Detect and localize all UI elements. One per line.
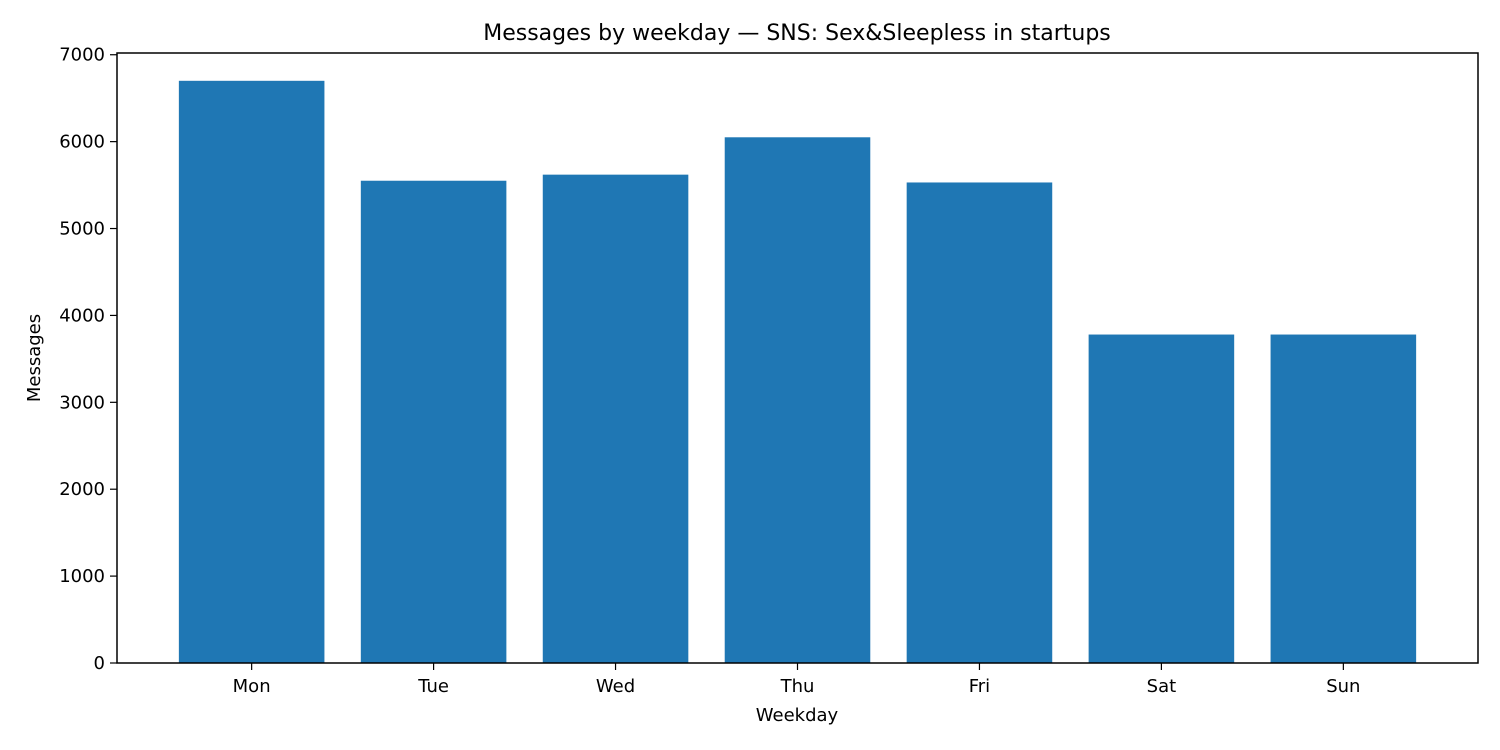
bar-mon — [178, 80, 325, 663]
bar-sat — [1088, 334, 1235, 663]
y-tick-label: 6000 — [59, 132, 105, 153]
bar-sun — [1270, 334, 1417, 663]
x-tick-label-wed: Wed — [596, 676, 635, 697]
y-tick-label: 1000 — [59, 566, 105, 587]
y-tick-label: 5000 — [59, 219, 105, 240]
x-tick-label-sat: Sat — [1147, 676, 1177, 697]
y-tick-label: 4000 — [59, 305, 105, 326]
y-tick-label: 0 — [94, 653, 105, 674]
x-tick-label-fri: Fri — [969, 676, 990, 697]
y-axis-label: Messages — [24, 314, 45, 402]
x-tick-label-mon: Mon — [233, 676, 271, 697]
chart-title: Messages by weekday — SNS: Sex&Sleepless… — [483, 21, 1111, 46]
x-tick-label-thu: Thu — [780, 676, 815, 697]
y-tick-label: 2000 — [59, 479, 105, 500]
y-axis-ticks: 0 1000 2000 3000 4000 5000 6000 7000 — [59, 45, 117, 674]
y-tick-label: 3000 — [59, 392, 105, 413]
bar-fri — [906, 182, 1053, 663]
x-axis-ticks: Mon Tue Wed Thu Fri Sat Sun — [233, 663, 1360, 697]
bars-group — [178, 80, 1417, 664]
x-tick-label-tue: Tue — [417, 676, 449, 697]
x-axis-label: Weekday — [756, 705, 839, 726]
bar-tue — [360, 180, 507, 663]
x-tick-label-sun: Sun — [1326, 676, 1360, 697]
y-tick-label: 7000 — [59, 45, 105, 66]
bar-thu — [724, 137, 871, 664]
bar-wed — [542, 174, 689, 664]
